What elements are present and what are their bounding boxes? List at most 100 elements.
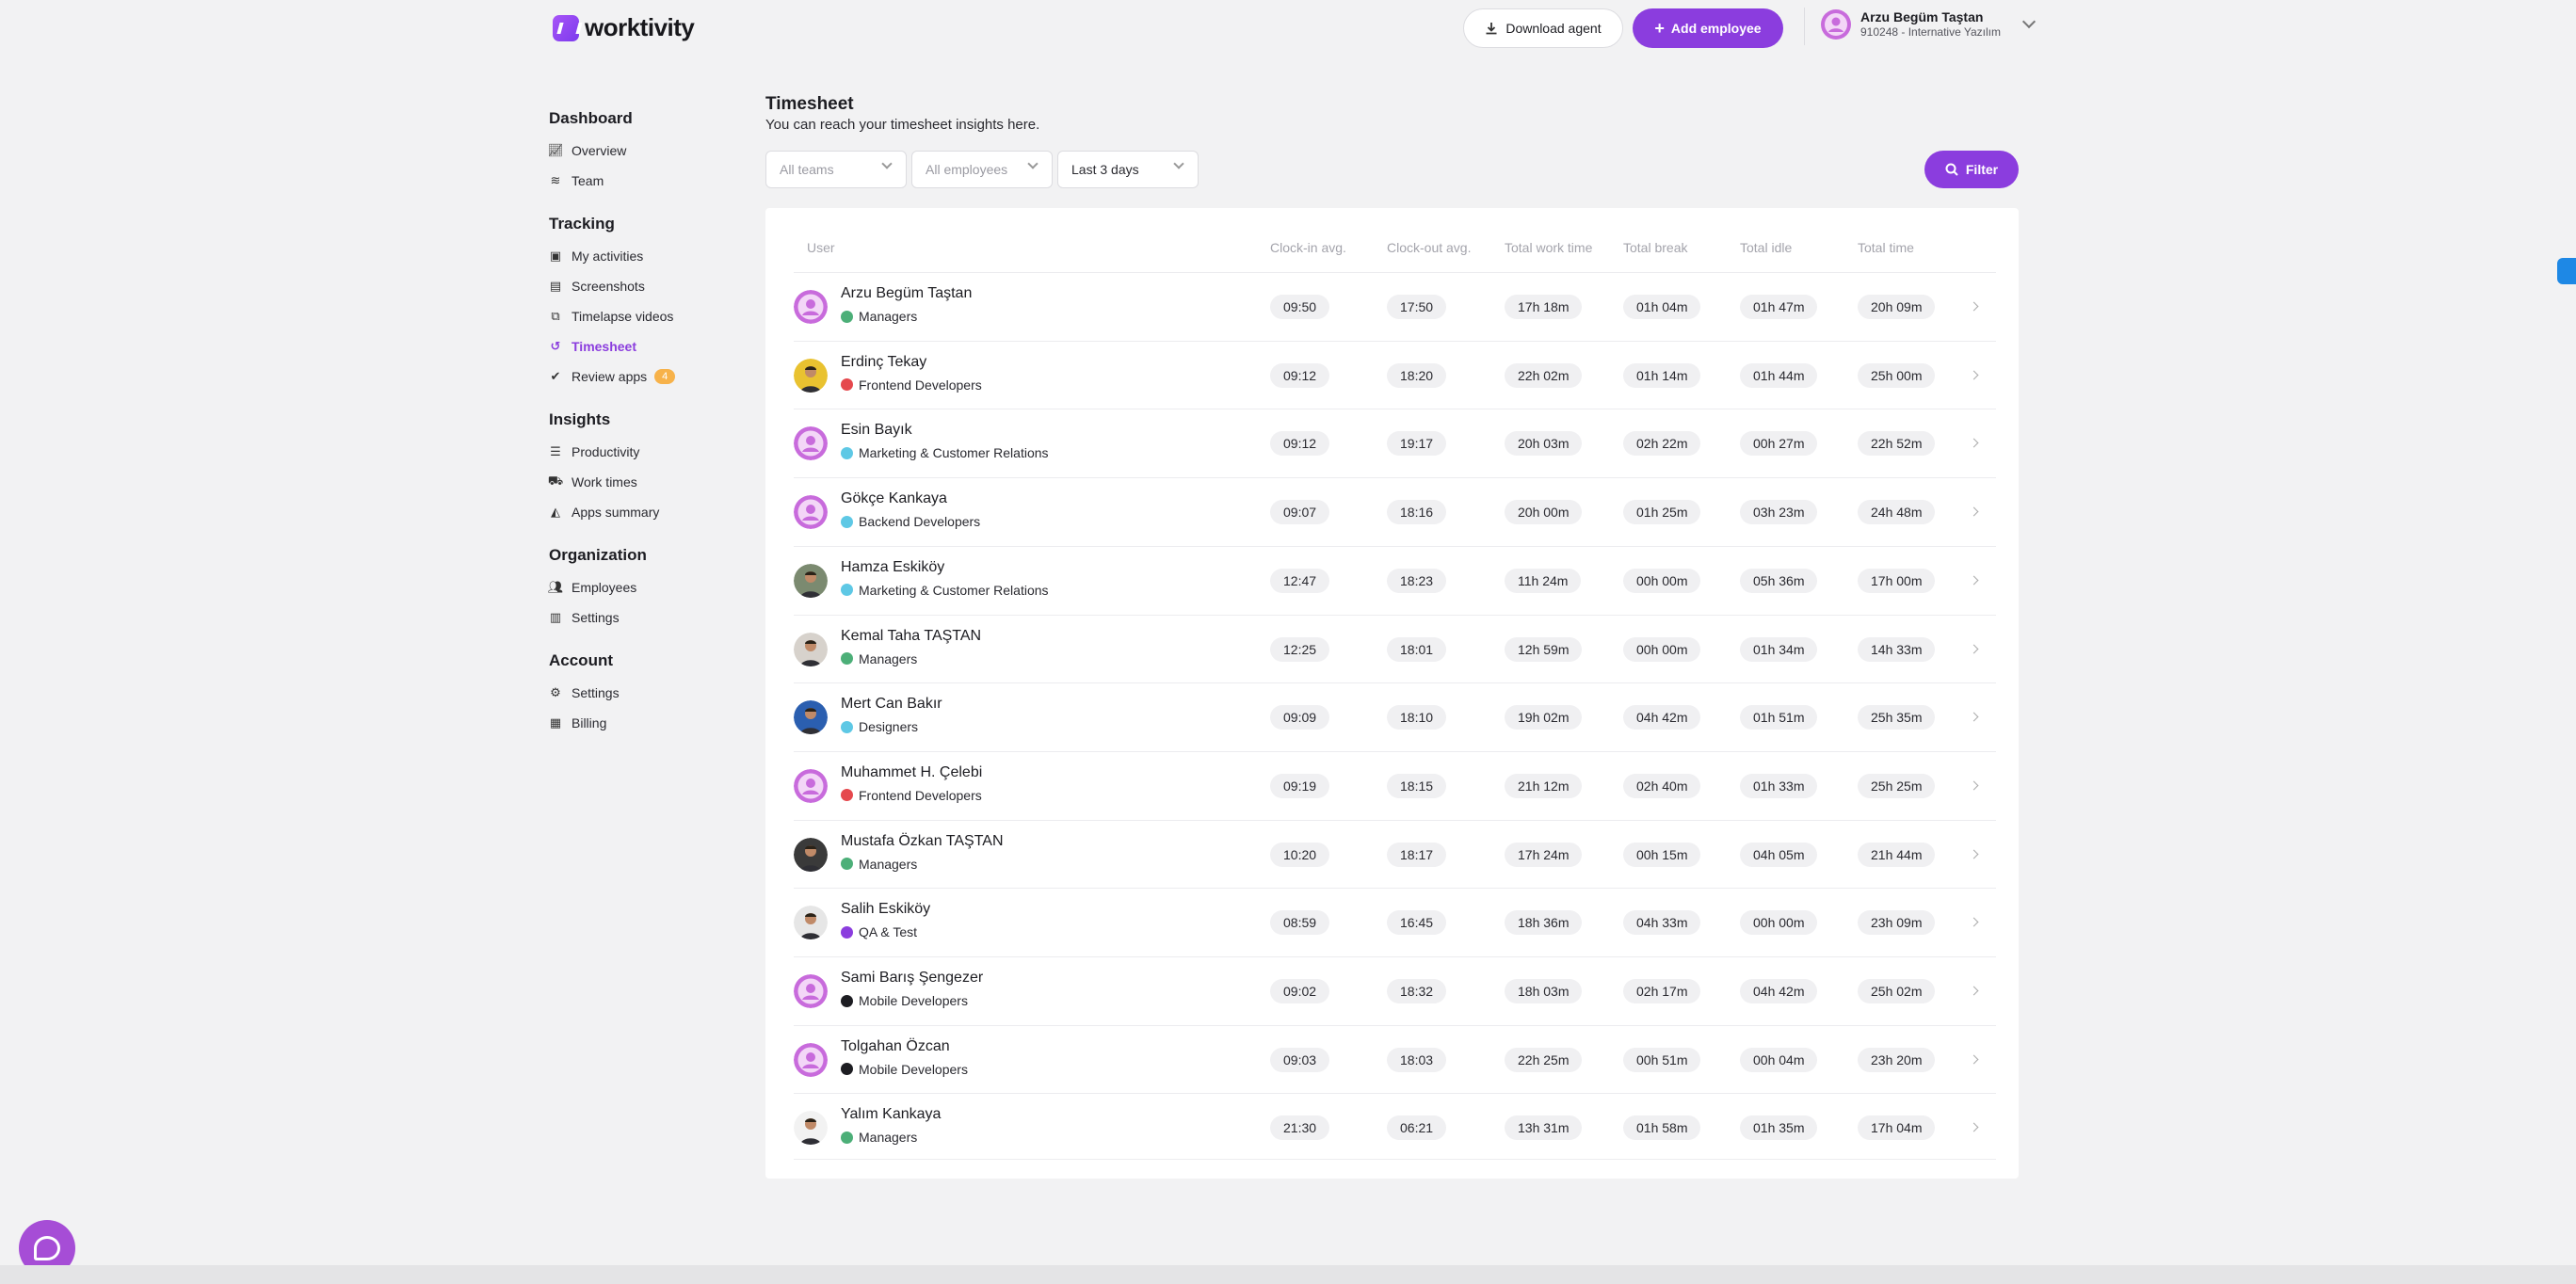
table-row[interactable]: Kemal Taha TAŞTAN Managers 12:25 18:01 12h 5… bbox=[794, 614, 1996, 682]
chevron-right-icon[interactable] bbox=[1969, 917, 1979, 927]
sidebar: Dashboard 📈︎ Overview ≋ Team Tracking ▣ My … bbox=[548, 109, 737, 757]
chevron-right-icon[interactable] bbox=[1969, 644, 1979, 653]
user-name-cell[interactable]: Esin Bayık bbox=[841, 422, 912, 439]
column-header-clock-out[interactable]: Clock-out avg. bbox=[1387, 240, 1472, 255]
total-time-cell: 25h 00m bbox=[1858, 362, 1936, 388]
bottom-strip bbox=[0, 1265, 2576, 1284]
team-name: Managers bbox=[859, 650, 918, 666]
table-row[interactable]: Sami Barış Şengezer Mobile Developers 09:0… bbox=[794, 956, 1996, 1024]
filter-button[interactable]: Filter bbox=[1924, 151, 2019, 188]
team-name: Frontend Developers bbox=[859, 377, 982, 393]
user-name-cell[interactable]: Salih Eskiköy bbox=[841, 901, 931, 918]
chevron-right-icon[interactable] bbox=[1969, 849, 1979, 859]
sidebar-item-label: My activities bbox=[572, 249, 644, 264]
user-name-cell[interactable]: Muhammet H. Çelebi bbox=[841, 763, 983, 780]
table-row[interactable]: Yalım Kankaya Managers 21:30 06:21 13h 31m 01… bbox=[794, 1093, 1996, 1161]
download-agent-button[interactable]: Download agent bbox=[1463, 8, 1623, 48]
filter-button-label: Filter bbox=[1965, 162, 1999, 177]
break-cell: 01h 25m bbox=[1623, 500, 1701, 525]
sidebar-item-screenshots[interactable]: ▤ Screenshots bbox=[549, 271, 737, 301]
user-name-cell[interactable]: Tolgahan Özcan bbox=[841, 1037, 950, 1054]
clock-in-cell: 09:07 bbox=[1270, 500, 1330, 525]
total-time-cell: 17h 04m bbox=[1858, 1115, 1936, 1141]
table-row[interactable]: Tolgahan Özcan Mobile Developers 09:03 18:0… bbox=[794, 1024, 1996, 1093]
column-header-total[interactable]: Total time bbox=[1858, 240, 1914, 255]
chevron-right-icon[interactable] bbox=[1969, 712, 1979, 722]
chevron-right-icon[interactable] bbox=[1969, 986, 1979, 996]
table-row[interactable]: Mustafa Özkan TAŞTAN Managers 10:20 18:17 17… bbox=[794, 819, 1996, 888]
user-name-cell[interactable]: Gökçe Kankaya bbox=[841, 490, 947, 507]
sidebar-item-apps-summary[interactable]: ◭ Apps summary bbox=[549, 497, 737, 527]
user-name-cell[interactable]: Kemal Taha TAŞTAN bbox=[841, 627, 982, 644]
chevron-right-icon[interactable] bbox=[1969, 780, 1979, 791]
chevron-right-icon[interactable] bbox=[1969, 506, 1979, 517]
date-range-select[interactable]: Last 3 days bbox=[1057, 151, 1199, 188]
chevron-right-icon[interactable] bbox=[1969, 438, 1979, 448]
user-name-cell[interactable]: Arzu Begüm Taştan bbox=[841, 285, 973, 301]
sidebar-item-billing[interactable]: ▦ Billing bbox=[549, 708, 737, 738]
receipt-icon: ▦ bbox=[549, 715, 562, 730]
team-color-dot bbox=[841, 925, 853, 939]
table-row[interactable]: Esin Bayık Marketing & Customer Relations… bbox=[794, 409, 1996, 476]
chevron-right-icon[interactable] bbox=[1969, 1122, 1979, 1132]
sidebar-item-employees[interactable]: 👥︎ Employees bbox=[548, 572, 737, 602]
table-row[interactable]: Gökçe Kankaya Backend Developers 09:07 18:1… bbox=[794, 477, 1996, 545]
work-time-cell: 11h 24m bbox=[1505, 568, 1582, 593]
employees-select[interactable]: All employees bbox=[911, 151, 1053, 188]
sidebar-item-my-activities[interactable]: ▣ My activities bbox=[549, 241, 737, 271]
table-row[interactable]: Arzu Begüm Taştan Managers 09:50 17:50 17h 1… bbox=[794, 272, 1996, 340]
user-name: Arzu Begüm Taştan bbox=[1860, 9, 1984, 24]
chevron-right-icon[interactable] bbox=[1969, 575, 1979, 586]
user-name-cell[interactable]: Sami Barış Şengezer bbox=[841, 970, 984, 986]
chevron-right-icon[interactable] bbox=[1969, 370, 1979, 380]
add-employee-button[interactable]: + Add employee bbox=[1633, 8, 1783, 48]
work-time-cell: 22h 25m bbox=[1505, 1047, 1583, 1072]
user-name-cell[interactable]: Mert Can Bakır bbox=[841, 696, 942, 713]
work-time-cell: 18h 03m bbox=[1505, 979, 1583, 1003]
clock-out-cell: 18:23 bbox=[1387, 568, 1447, 593]
sidebar-item-timesheet[interactable]: ↺ Timesheet bbox=[549, 331, 737, 361]
sidebar-item-productivity[interactable]: ☰ Productivity bbox=[549, 437, 737, 467]
avatar bbox=[794, 1042, 828, 1077]
side-help-tab[interactable] bbox=[2557, 258, 2576, 284]
sidebar-item-work-times[interactable]: ⛟ Work times bbox=[548, 467, 737, 497]
column-header-clock-in[interactable]: Clock-in avg. bbox=[1270, 240, 1346, 255]
table-row[interactable]: Erdinç Tekay Frontend Developers 09:12 18:2… bbox=[794, 340, 1996, 409]
user-name-cell[interactable]: Mustafa Özkan TAŞTAN bbox=[841, 832, 1004, 849]
user-name-cell[interactable]: Hamza Eskiköy bbox=[841, 558, 945, 575]
sidebar-item-review-apps[interactable]: ✔︎ Review apps 4 bbox=[549, 361, 737, 392]
idle-cell: 01h 47m bbox=[1740, 295, 1818, 319]
table-row[interactable]: Muhammet H. Çelebi Frontend Developers 09:… bbox=[794, 750, 1996, 819]
add-employee-label: Add employee bbox=[1670, 21, 1762, 36]
sidebar-item-overview[interactable]: 📈︎ Overview bbox=[548, 136, 737, 166]
sidebar-section-insights: Insights bbox=[549, 410, 611, 428]
table-row[interactable]: Salih Eskiköy QA & Test 08:59 16:45 18h 36m 0… bbox=[794, 888, 1996, 955]
column-header-user[interactable]: User bbox=[807, 240, 835, 255]
sidebar-section-tracking: Tracking bbox=[549, 215, 615, 233]
team-color-dot bbox=[841, 1063, 853, 1076]
user-name-cell[interactable]: Erdinç Tekay bbox=[841, 353, 927, 370]
chevron-right-icon[interactable] bbox=[1969, 301, 1979, 312]
column-header-work-time[interactable]: Total work time bbox=[1505, 240, 1593, 255]
timesheet-table: User Clock-in avg. Clock-out avg. Total … bbox=[765, 208, 2019, 1179]
sidebar-item-timelapse-videos[interactable]: ⧉ Timelapse videos bbox=[549, 301, 737, 331]
review-count-badge: 4 bbox=[654, 369, 676, 384]
user-name-cell[interactable]: Yalım Kankaya bbox=[841, 1106, 942, 1123]
table-row[interactable]: Mert Can Bakır Designers 09:09 18:10 19h 02m… bbox=[794, 682, 1996, 750]
sidebar-item-account-settings[interactable]: ⚙︎ Settings bbox=[549, 678, 737, 708]
user-menu[interactable]: Arzu Begüm Taştan 910248 - Internative Y… bbox=[1821, 9, 2037, 40]
clock-in-cell: 09:03 bbox=[1270, 1047, 1330, 1072]
total-time-cell: 25h 25m bbox=[1858, 773, 1936, 798]
chevron-right-icon[interactable] bbox=[1969, 1054, 1979, 1065]
column-header-break[interactable]: Total break bbox=[1623, 240, 1688, 255]
column-header-idle[interactable]: Total idle bbox=[1740, 240, 1793, 255]
brand-logo[interactable]: worktivity bbox=[553, 13, 695, 42]
layers-icon: ≋ bbox=[550, 173, 561, 187]
chat-icon bbox=[34, 1236, 60, 1260]
sidebar-item-org-settings[interactable]: ▥ Settings bbox=[549, 602, 737, 633]
sidebar-item-team[interactable]: ≋ Team bbox=[549, 166, 737, 196]
clock-out-cell: 16:45 bbox=[1387, 910, 1447, 936]
clock-out-cell: 18:16 bbox=[1387, 500, 1447, 525]
table-row[interactable]: Hamza Eskiköy Marketing & Customer Relati… bbox=[794, 545, 1996, 614]
teams-select[interactable]: All teams bbox=[765, 151, 907, 188]
